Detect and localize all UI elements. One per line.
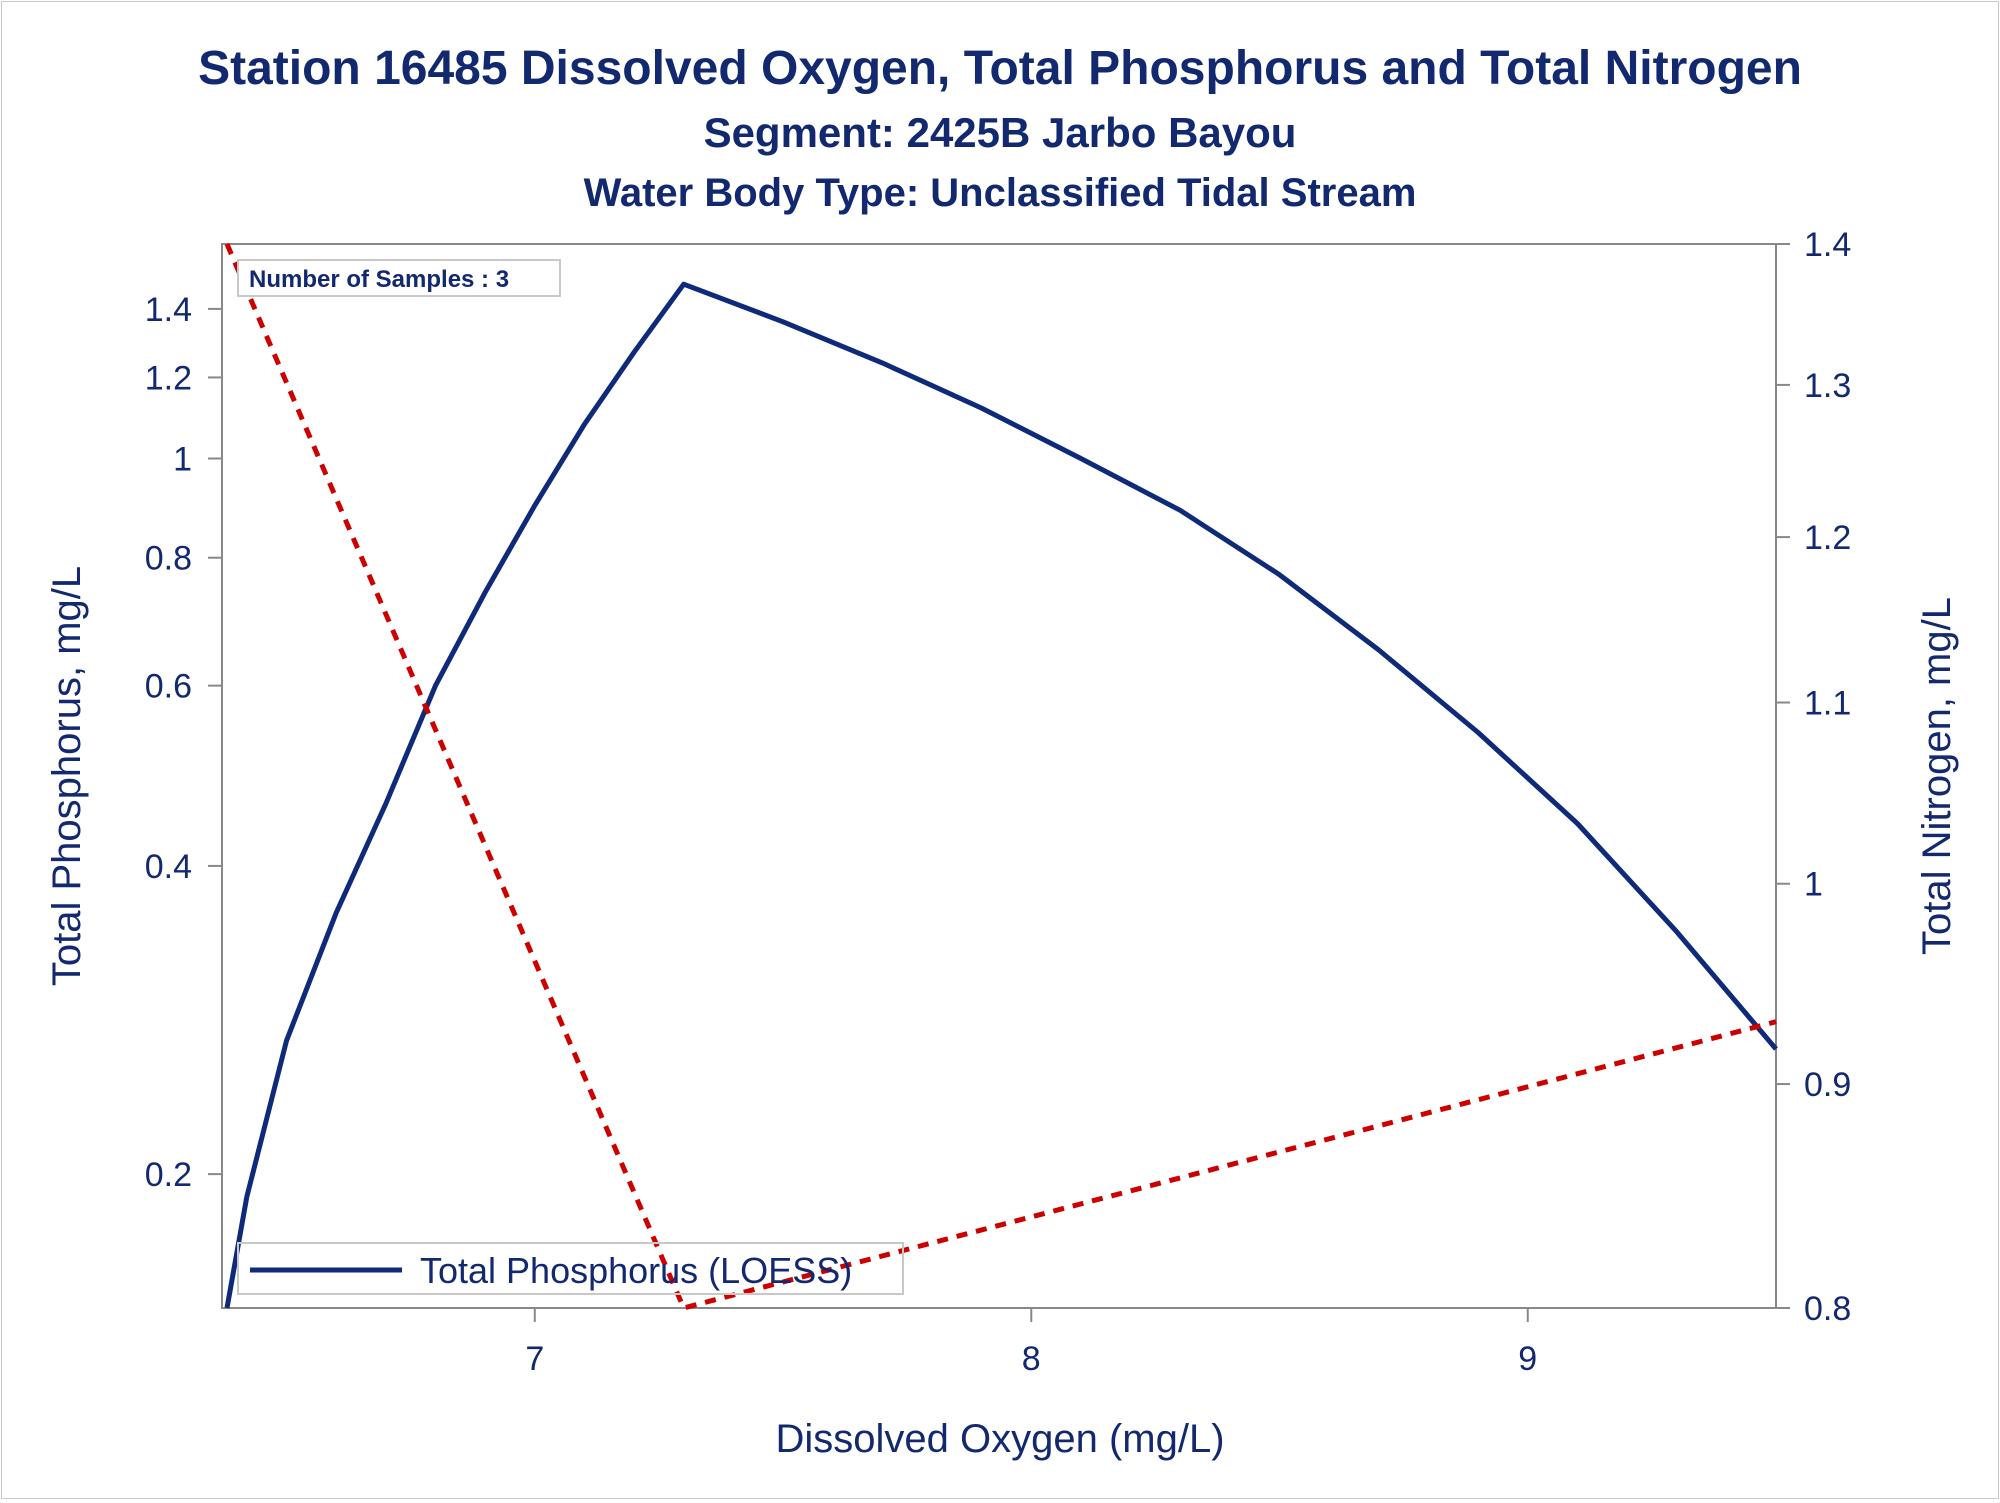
x-axis-label: Dissolved Oxygen (mg/L): [775, 1417, 1224, 1461]
y-right-tick-label: 1.1: [1804, 685, 1851, 723]
legend: Total Phosphorus (LOESS): [237, 1242, 904, 1295]
y-left-tick-label: 1.2: [145, 359, 192, 397]
y-left-tick-label: 0.6: [145, 668, 192, 706]
y-right-tick-label: 0.9: [1804, 1066, 1851, 1104]
legend-label-phosphorus: Total Phosphorus (LOESS): [420, 1250, 852, 1291]
plot-area: [221, 243, 1777, 1309]
y-axis-right: 0.8 0.9 1 1.1 1.2 1.3 1.4: [1776, 226, 1851, 1328]
series-line-phosphorus: [224, 281, 1778, 1309]
y-right-tick-label: 1.2: [1804, 519, 1851, 557]
y-right-tick-label: 0.8: [1804, 1290, 1851, 1328]
series-line-nitrogen: [224, 243, 1777, 1311]
sample-count-annotation: Number of Samples : 3: [237, 259, 561, 297]
series-layer: [224, 243, 1778, 1311]
y-axis-right-label: Total Nitrogen, mg/L: [1915, 597, 1959, 955]
chart-subtitle-segment: Segment: 2425B Jarbo Bayou: [704, 109, 1297, 156]
y-left-tick-label: 0.2: [145, 1156, 192, 1194]
y-left-tick-label: 0.4: [145, 848, 192, 886]
legend-box: [237, 1242, 904, 1295]
x-tick-label: 7: [525, 1340, 544, 1378]
y-left-tick-label: 1: [173, 441, 192, 479]
y-right-tick-label: 1.3: [1804, 367, 1851, 405]
y-left-tick-label: 1.4: [145, 291, 192, 329]
y-right-tick-label: 1: [1804, 866, 1823, 904]
chart-subtitle-waterbody: Water Body Type: Unclassified Tidal Stre…: [584, 171, 1417, 215]
x-axis: 7 8 9: [525, 1308, 1537, 1378]
y-axis-left-label: Total Phosphorus, mg/L: [45, 566, 89, 986]
x-tick-label: 9: [1518, 1340, 1537, 1378]
sample-count-text: Number of Samples : 3: [249, 266, 509, 293]
x-tick-label: 8: [1022, 1340, 1041, 1378]
y-left-tick-label: 0.8: [145, 540, 192, 578]
y-axis-left: 0.2 0.4 0.6 0.8 1 1.2 1.4: [145, 291, 222, 1194]
y-right-tick-label: 1.4: [1804, 226, 1851, 264]
chart-title: Station 16485 Dissolved Oxygen, Total Ph…: [198, 42, 1802, 95]
